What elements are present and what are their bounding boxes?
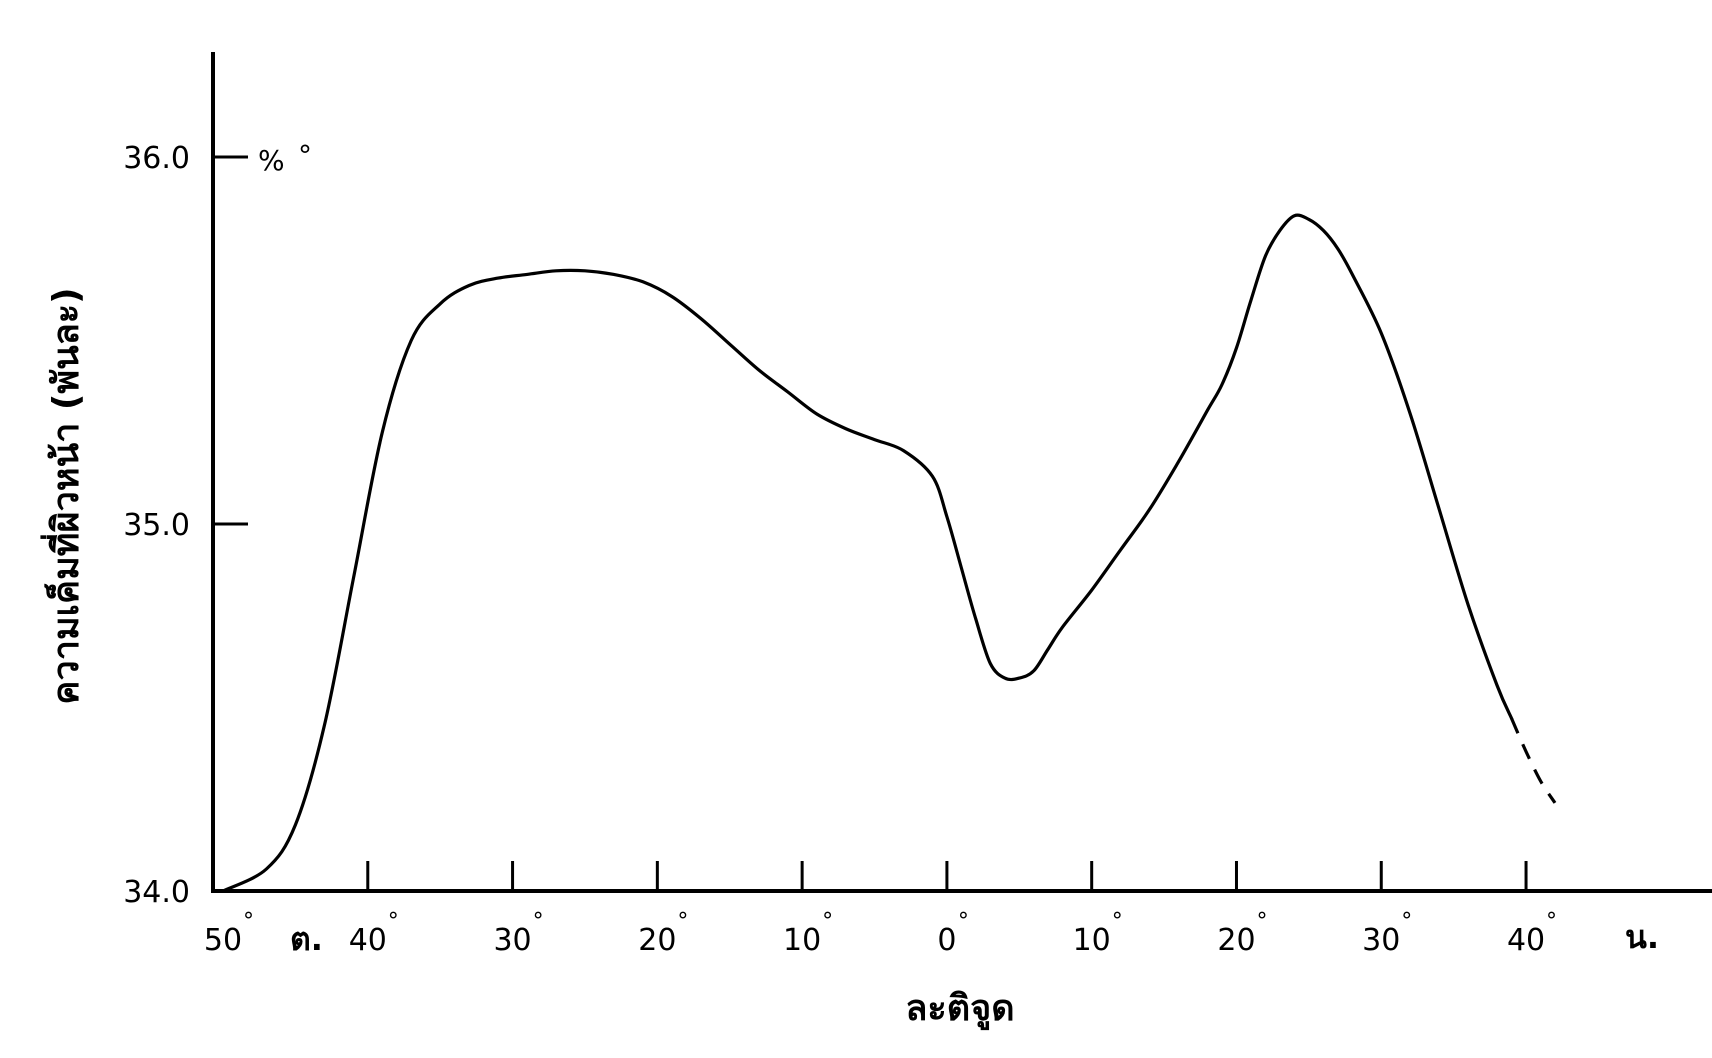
y-tick-label-0: 34.0 xyxy=(123,875,190,910)
x-tick-label-9: 40 xyxy=(1507,923,1545,958)
x-tick-degree-8: ° xyxy=(1401,909,1412,934)
x-tick-degree-2: ° xyxy=(533,909,544,934)
x-tick-degree-4: ° xyxy=(822,909,833,934)
x-tick-label-8: 30 xyxy=(1362,923,1400,958)
x-ticks: 50°40°30°20°10°0°10°20°30°40° xyxy=(204,861,1557,958)
x-tick-label-7: 20 xyxy=(1217,923,1255,958)
x-tick-degree-0: ° xyxy=(243,909,254,934)
x-tick-label-3: 20 xyxy=(638,923,676,958)
x-axis-title: ละติจูด xyxy=(905,988,1014,1031)
x-tick-label-4: 10 xyxy=(783,923,821,958)
series-layer xyxy=(221,213,1557,893)
y-ticks: 34.0 35.0 36.0 xyxy=(123,141,248,910)
x-tick-degree-1: ° xyxy=(388,909,399,934)
x-tick-label-1: 40 xyxy=(349,923,387,958)
x-tick-label-6: 10 xyxy=(1073,923,1111,958)
x-tick-degree-7: ° xyxy=(1256,909,1267,934)
salinity-curve-dashed xyxy=(1510,717,1557,804)
x-tick-label-5: 0 xyxy=(937,923,956,958)
x-tick-label-0: 50 xyxy=(204,923,242,958)
x-tick-degree-6: ° xyxy=(1112,909,1123,934)
x-tick-degree-9: ° xyxy=(1546,909,1557,934)
y-tick-label-2: 36.0 xyxy=(123,141,190,176)
north-hemisphere-label: น. xyxy=(1625,918,1659,956)
x-tick-degree-3: ° xyxy=(677,909,688,934)
south-hemisphere-label: ต. xyxy=(290,920,323,958)
salinity-curve-solid xyxy=(221,213,1514,893)
x-tick-label-2: 30 xyxy=(493,923,531,958)
x-tick-degree-5: ° xyxy=(958,909,969,934)
unit-degree: ° xyxy=(298,139,312,172)
y-tick-label-1: 35.0 xyxy=(123,508,190,543)
y-axis-title: ความเค็มที่ผิวหน้า (พันละ) xyxy=(40,287,87,704)
unit-label: % xyxy=(258,144,285,177)
